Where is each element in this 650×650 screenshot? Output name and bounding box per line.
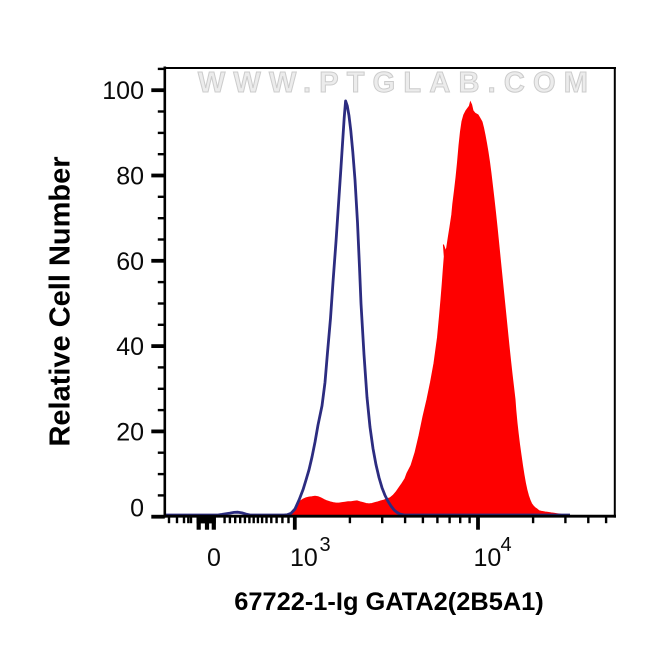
svg-text:Relative Cell Number: Relative Cell Number — [45, 156, 77, 446]
svg-text:10: 10 — [474, 544, 502, 572]
svg-text:4: 4 — [501, 534, 512, 556]
svg-text:3: 3 — [320, 534, 331, 556]
svg-text:60: 60 — [116, 248, 144, 276]
svg-text:10: 10 — [290, 544, 318, 572]
svg-text:80: 80 — [116, 163, 144, 191]
svg-text:67722-1-Ig GATA2(2B5A1): 67722-1-Ig GATA2(2B5A1) — [234, 588, 543, 616]
svg-text:WWW.PTGLAB.COM: WWW.PTGLAB.COM — [198, 67, 596, 99]
svg-text:100: 100 — [102, 77, 144, 105]
svg-text:0: 0 — [130, 495, 144, 523]
svg-text:0: 0 — [207, 544, 221, 572]
svg-text:40: 40 — [116, 333, 144, 361]
svg-text:20: 20 — [116, 418, 144, 446]
